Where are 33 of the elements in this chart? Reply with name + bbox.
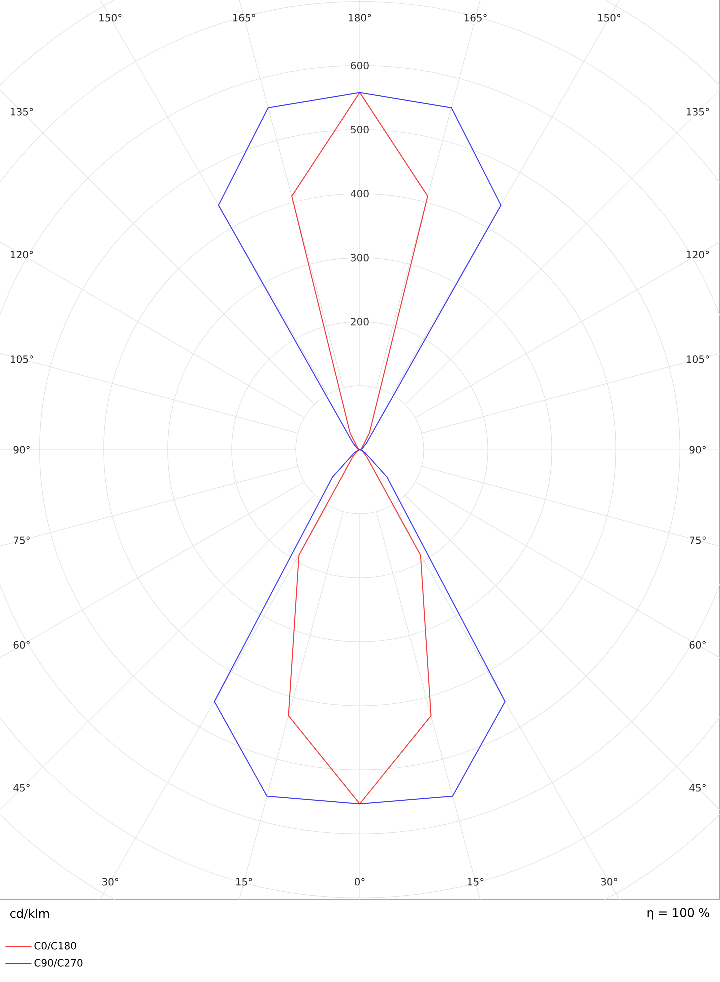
y-tick-label: 400 bbox=[350, 190, 369, 198]
y-tick-label: 300 bbox=[351, 254, 369, 262]
spoke-label: 180° bbox=[349, 14, 372, 22]
legend-label: C90/C270 bbox=[34, 959, 83, 968]
spoke-label: 15° bbox=[468, 878, 484, 886]
y-tick-label: 200 bbox=[351, 318, 369, 326]
spoke-label: 105° bbox=[687, 356, 710, 364]
spoke-label: 15° bbox=[236, 878, 252, 886]
text: cd/klm bbox=[10, 908, 50, 920]
spoke-label: 45° bbox=[690, 784, 706, 792]
spoke-label: 90° bbox=[690, 446, 706, 454]
spoke-label: 30° bbox=[102, 878, 118, 886]
spoke-label: 75° bbox=[690, 536, 706, 544]
spoke-label: 165° bbox=[464, 14, 487, 22]
spoke-label: 45° bbox=[14, 784, 30, 792]
spoke-label: 90° bbox=[14, 446, 30, 454]
spoke-label: 150° bbox=[100, 14, 122, 22]
spoke-label: 135° bbox=[11, 108, 34, 116]
spoke-label: 120° bbox=[11, 251, 34, 259]
spoke-label: 75° bbox=[14, 536, 30, 544]
spoke-label: 135° bbox=[687, 108, 710, 116]
spoke-label: 150° bbox=[598, 14, 620, 22]
spoke-label: 120° bbox=[687, 251, 710, 259]
y-tick-label: 600 bbox=[351, 62, 369, 70]
legend-label: C0/C180 bbox=[34, 942, 76, 951]
spoke-label: 60° bbox=[690, 641, 706, 649]
spoke-label: 105° bbox=[11, 356, 34, 364]
text: η = 100 % bbox=[648, 908, 710, 920]
spoke-label: 165° bbox=[233, 14, 256, 22]
y-tick-label: 500 bbox=[351, 126, 369, 134]
spoke-label: 30° bbox=[601, 878, 618, 886]
spoke-label: 60° bbox=[14, 641, 30, 649]
spoke-label: 0° bbox=[354, 878, 365, 886]
